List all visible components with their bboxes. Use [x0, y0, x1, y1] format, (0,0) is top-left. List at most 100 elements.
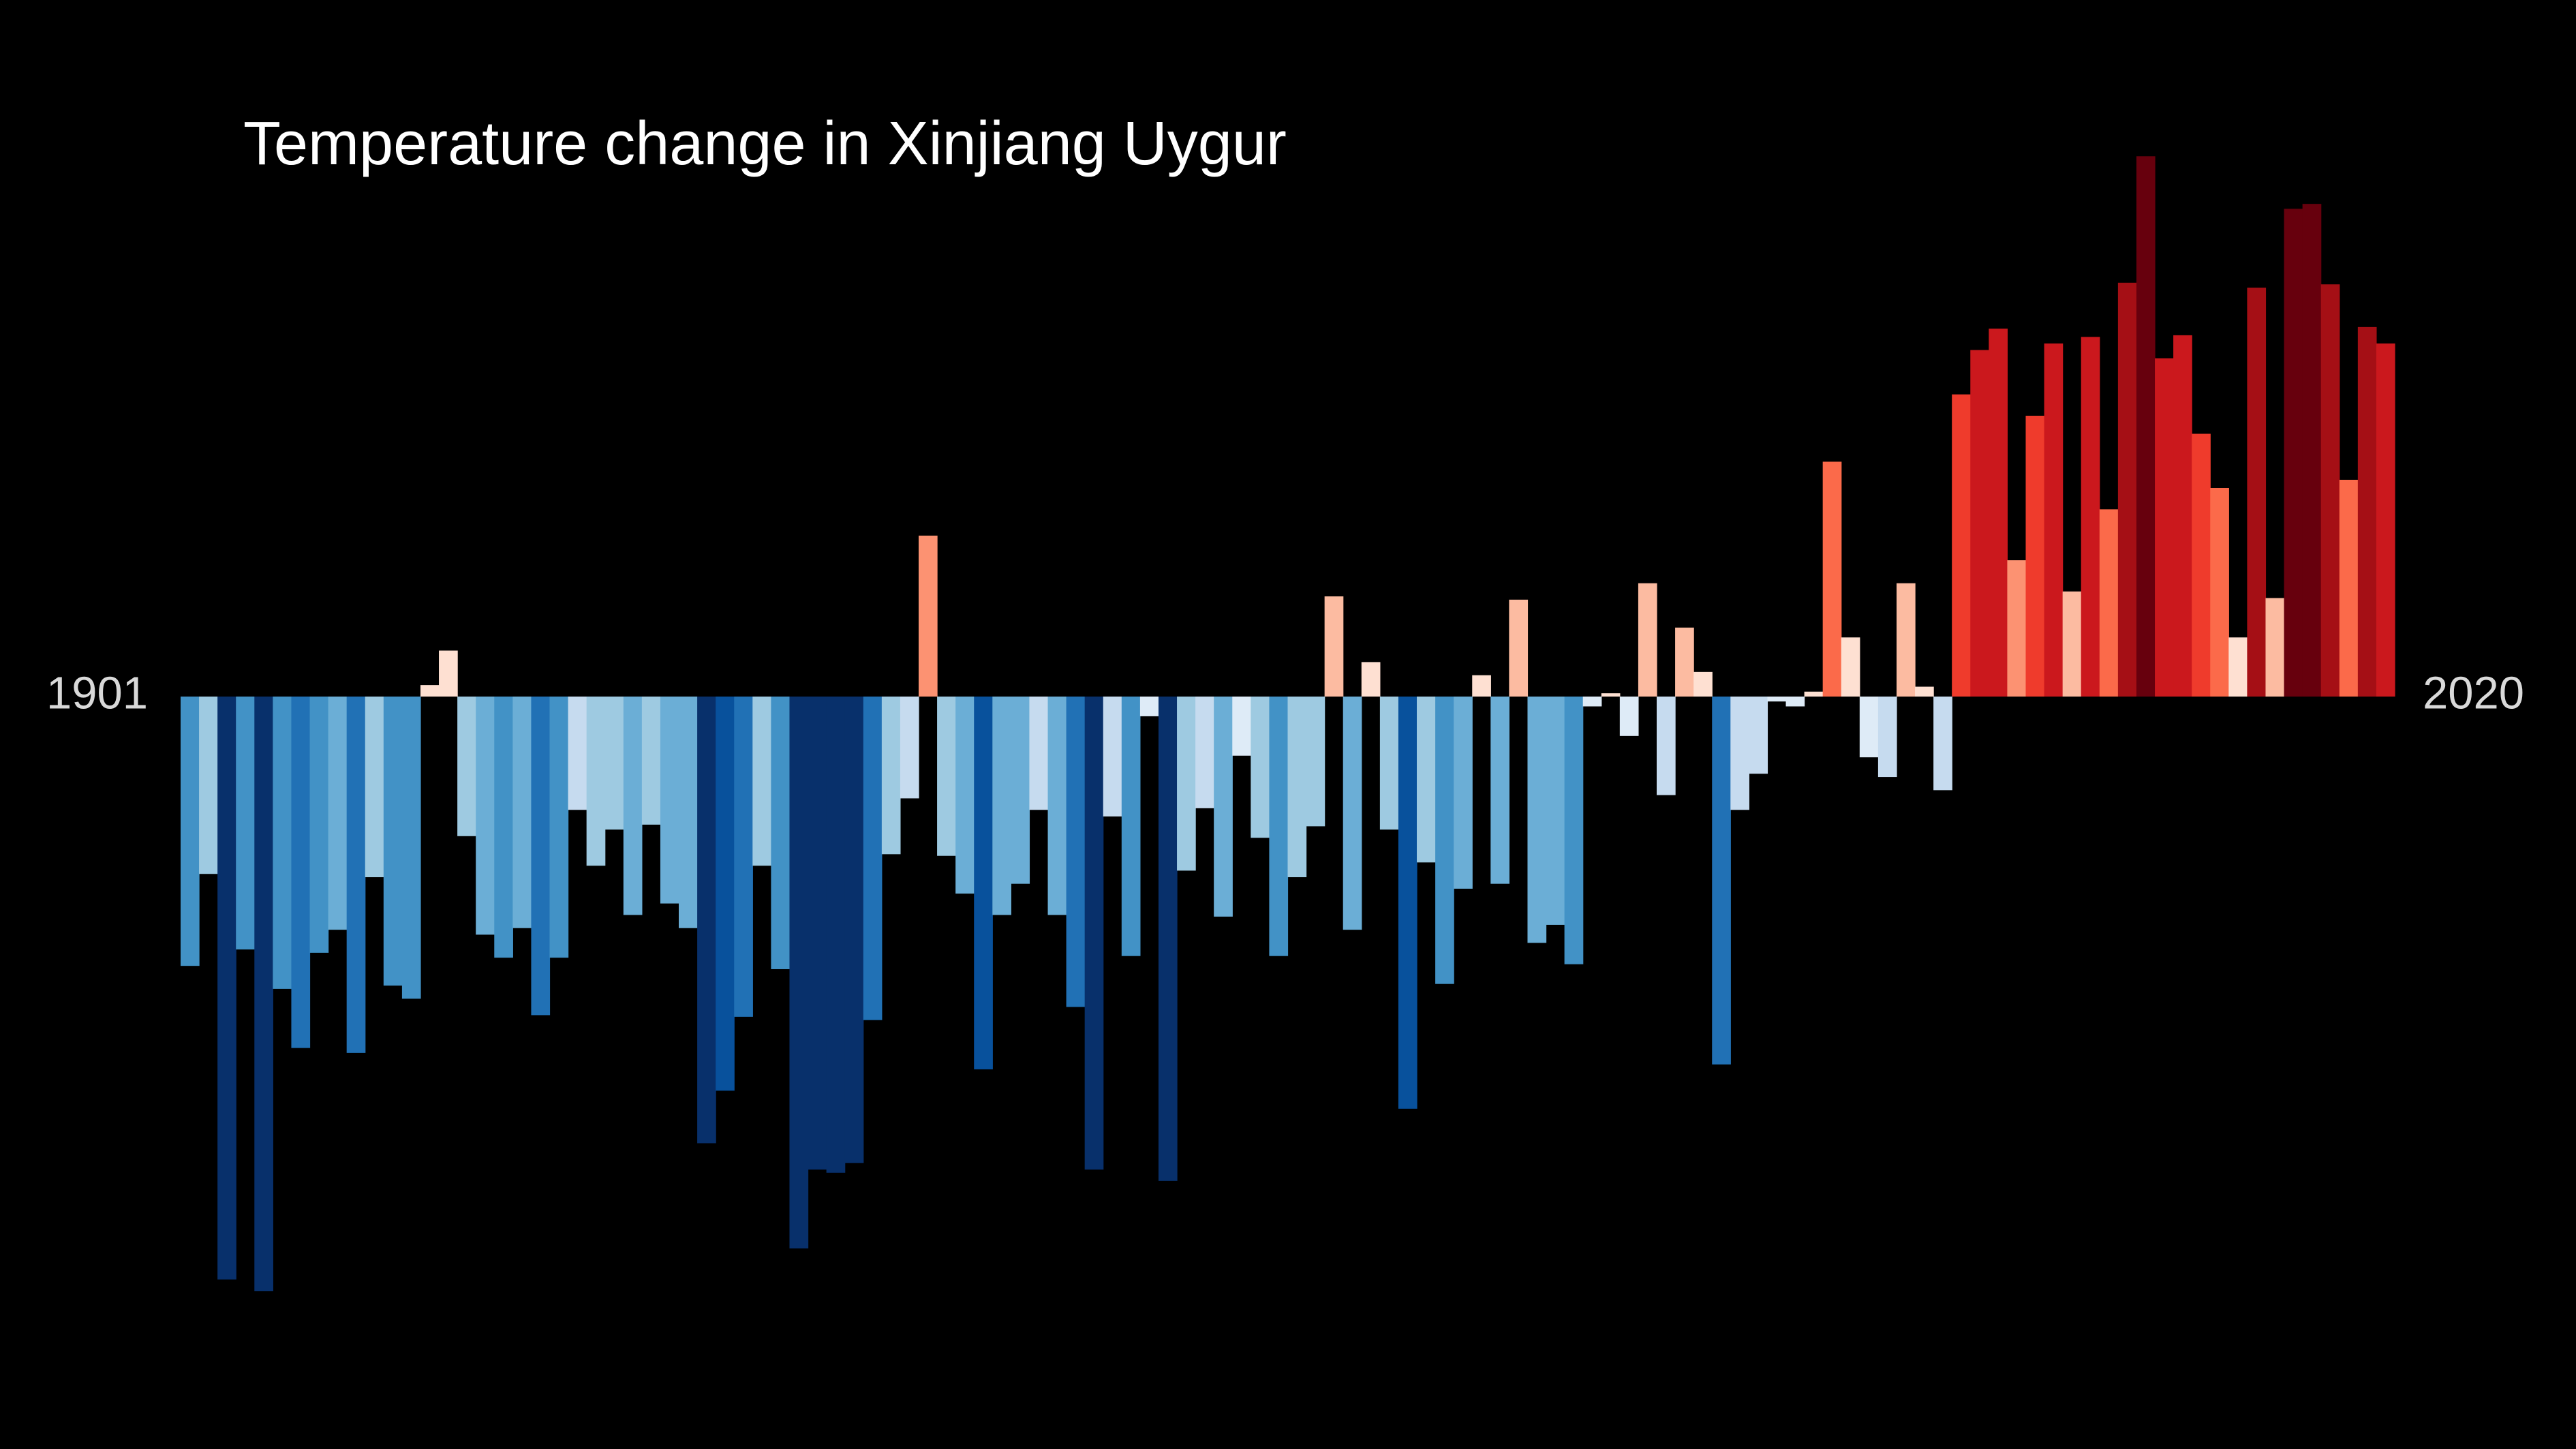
- bar: [1859, 697, 1879, 758]
- bar: [2376, 343, 2395, 697]
- bar: [697, 697, 716, 1144]
- bar: [1232, 697, 1251, 756]
- bar: [1472, 675, 1491, 697]
- bar: [549, 697, 569, 958]
- bar: [1011, 697, 1030, 884]
- bar: [808, 697, 827, 1170]
- bar: [623, 697, 643, 915]
- bar: [328, 697, 348, 930]
- bar: [2173, 335, 2192, 697]
- bar: [1398, 697, 1417, 1109]
- bar: [1509, 599, 1529, 697]
- bar: [1712, 697, 1731, 1065]
- bar: [531, 697, 551, 1016]
- bar: [641, 697, 661, 825]
- bar: [1767, 697, 1787, 702]
- bar: [236, 697, 255, 950]
- bar: [881, 697, 901, 855]
- bar: [1785, 697, 1805, 707]
- bar: [2099, 509, 2119, 697]
- bar: [199, 697, 218, 874]
- bar: [1324, 596, 1344, 697]
- bar: [365, 697, 384, 878]
- bar: [1970, 350, 1989, 697]
- bar: [1601, 693, 1621, 697]
- bar: [955, 697, 975, 894]
- bar: [1379, 697, 1399, 830]
- bar: [1454, 697, 1473, 889]
- bar: [2339, 479, 2359, 697]
- bar: [1121, 697, 1141, 956]
- bar: [1527, 697, 1547, 943]
- bar: [1619, 697, 1639, 736]
- year-label: 1901: [46, 668, 148, 719]
- bar: [1490, 697, 1509, 884]
- bar: [568, 697, 587, 810]
- bar: [1029, 697, 1049, 810]
- bar: [2025, 415, 2045, 697]
- bar: [716, 697, 735, 1091]
- bar: [974, 697, 993, 1069]
- bar: [2136, 156, 2156, 697]
- bar: [1657, 697, 1676, 795]
- bar: [1582, 697, 1602, 707]
- bar: [2062, 591, 2082, 697]
- bar: [2284, 209, 2303, 697]
- bar: [2302, 204, 2322, 697]
- bar: [420, 685, 440, 697]
- bar: [604, 697, 624, 830]
- bar: [863, 697, 883, 1020]
- year-label: 2020: [2423, 668, 2524, 719]
- bar: [1251, 697, 1270, 838]
- bar: [1195, 697, 1214, 808]
- bar: [1564, 697, 1584, 964]
- bar: [752, 697, 771, 866]
- bar: [1361, 662, 1381, 697]
- bar: [1841, 637, 1860, 697]
- bar: [992, 697, 1011, 915]
- bar: [1066, 697, 1086, 1007]
- bar: [1287, 697, 1307, 878]
- bar: [1214, 697, 1233, 917]
- bar: [273, 697, 292, 989]
- bar: [512, 697, 532, 928]
- bar: [1084, 697, 1104, 1170]
- bar: [1638, 583, 1657, 697]
- bar: [1877, 697, 1897, 778]
- bar: [1933, 697, 1952, 791]
- bar: [2357, 326, 2377, 697]
- bar: [1896, 583, 1916, 697]
- bar: [1915, 686, 1934, 697]
- bar: [826, 697, 846, 1173]
- bar: [2228, 637, 2248, 697]
- chart-title: Temperature change in Xinjiang Uygur: [243, 110, 1287, 178]
- bar: [2081, 337, 2100, 697]
- bar: [1989, 329, 2008, 697]
- bar: [476, 697, 495, 935]
- bar: [401, 697, 421, 999]
- bar: [1306, 697, 1325, 827]
- bar: [254, 697, 273, 1292]
- bar: [1952, 394, 1971, 697]
- bar: [1177, 697, 1196, 871]
- bar: [1269, 697, 1289, 956]
- bar: [2192, 433, 2211, 697]
- bar: [1546, 697, 1565, 925]
- bar: [771, 697, 791, 969]
- bar: [919, 535, 938, 697]
- bar: [1804, 691, 1824, 697]
- bar: [586, 697, 606, 866]
- bar: [844, 697, 864, 1163]
- bar: [2155, 358, 2174, 697]
- bar: [383, 697, 403, 986]
- bar: [679, 697, 698, 928]
- bar: [1139, 697, 1159, 716]
- bar: [1730, 697, 1749, 810]
- bar: [1675, 627, 1694, 697]
- bar: [1103, 697, 1122, 817]
- bar: [2007, 560, 2027, 697]
- bar: [789, 697, 809, 1249]
- bar: [1047, 697, 1067, 915]
- bar: [181, 697, 200, 966]
- bar: [1343, 697, 1362, 930]
